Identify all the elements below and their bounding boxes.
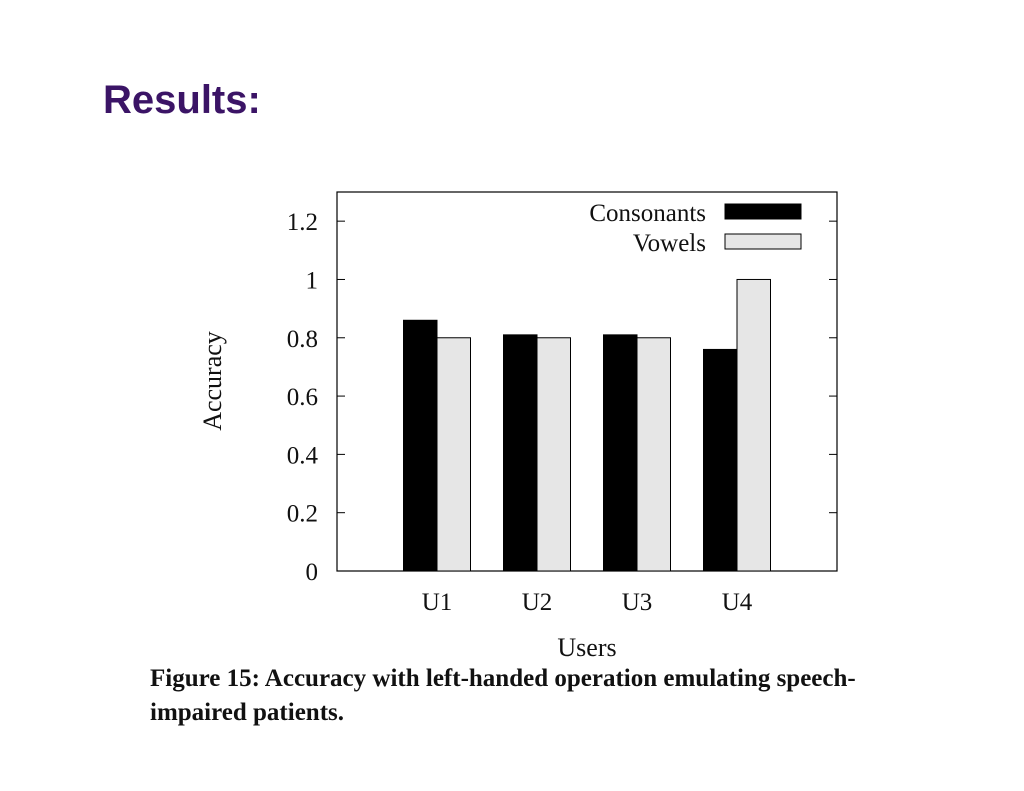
x-axis-label: Users [557, 633, 616, 662]
legend-swatch-consonants [724, 203, 802, 220]
y-tick-label: 0.2 [287, 501, 318, 528]
y-tick-label: 0.6 [287, 384, 318, 411]
legend-label-vowels: Vowels [633, 230, 706, 257]
legend: Consonants Vowels [589, 200, 802, 257]
legend-label-consonants: Consonants [589, 200, 706, 227]
bar-consonants-u2 [503, 334, 538, 572]
bar-consonants-u3 [603, 334, 638, 572]
y-axis-ticks: 0 0.2 0.4 0.6 0.8 1 1.2 [287, 209, 837, 586]
x-axis-tick-labels: U1 U2 U3 U4 [422, 563, 753, 616]
bar-vowels-u1 [436, 337, 471, 572]
legend-swatch-vowels [724, 233, 802, 250]
plot-frame [336, 191, 838, 572]
bar-consonants-u1 [403, 319, 438, 572]
bar-vowels-u3 [636, 337, 671, 572]
plot-border [336, 191, 838, 572]
y-tick-label: 1 [306, 267, 319, 294]
y-tick-label: 1.2 [287, 209, 318, 236]
slide-title: Results: [103, 78, 261, 122]
bar-vowels-u2 [536, 337, 571, 572]
figure-caption: Figure 15: Accuracy with left-handed ope… [150, 665, 856, 726]
y-axis-label: Accuracy [198, 331, 227, 431]
x-tick-label: U3 [622, 589, 653, 616]
x-tick-label: U1 [422, 589, 453, 616]
x-tick-label: U2 [522, 589, 553, 616]
bar-consonants-u4 [703, 348, 738, 572]
bar-vowels-u4 [736, 278, 771, 572]
y-tick-label: 0.4 [287, 442, 319, 469]
bars [403, 278, 771, 572]
y-tick-label: 0.8 [287, 326, 318, 353]
y-tick-label: 0 [306, 559, 319, 586]
x-tick-label: U4 [722, 589, 753, 616]
